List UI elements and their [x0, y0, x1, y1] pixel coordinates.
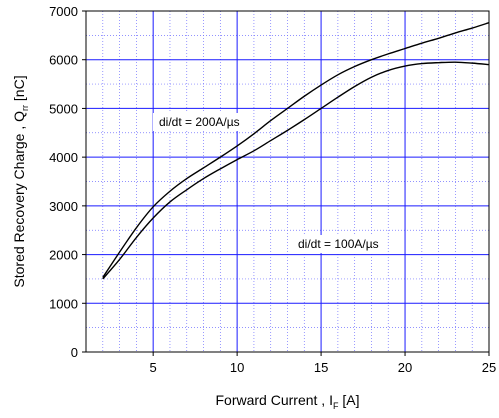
y-tick-label: 6000 — [49, 53, 78, 68]
y-axis-label-main: Stored Recovery Charge , Q — [11, 111, 27, 288]
series-line-series_200 — [102, 22, 490, 278]
annotation-bg-100 — [292, 235, 385, 253]
series-line-series_100 — [102, 61, 490, 280]
annotation-bg-200 — [153, 113, 246, 131]
y-axis-label-sub: rr — [20, 105, 30, 111]
x-tick-label: 25 — [482, 360, 496, 375]
y-tick-label: 4000 — [49, 150, 78, 165]
x-axis-label-sub: F — [333, 401, 339, 411]
grid — [85, 10, 490, 353]
y-tick-label: 0 — [71, 345, 78, 360]
y-tick-label: 2000 — [49, 248, 78, 263]
x-tick-label: 20 — [398, 360, 412, 375]
annotation-200: di/dt = 200A/µs — [159, 115, 240, 129]
y-axis-label-unit: [nC] — [11, 75, 27, 105]
y-tick-label: 5000 — [49, 101, 78, 116]
y-tick-label: 1000 — [49, 296, 78, 311]
x-tick-label: 5 — [150, 360, 157, 375]
x-tick-label: 15 — [314, 360, 328, 375]
y-tick-label: 7000 — [49, 4, 78, 19]
plot-frame — [85, 10, 490, 353]
x-axis-label-main: Forward Current , I — [216, 392, 333, 408]
x-axis-label-unit: [A] — [338, 392, 359, 408]
tick-labels: 5 10 15 20 25 0 1000 2000 3000 4000 5000 6000 7000 — [49, 4, 496, 375]
annotation-100: di/dt = 100A/µs — [298, 237, 379, 251]
y-tick-label: 3000 — [49, 199, 78, 214]
series-group — [102, 22, 490, 280]
x-tick-label: 10 — [230, 360, 244, 375]
x-axis-label: Forward Current , IF [A] — [216, 392, 360, 411]
y-axis-label: Stored Recovery Charge , Qrr [nC] — [11, 75, 30, 287]
